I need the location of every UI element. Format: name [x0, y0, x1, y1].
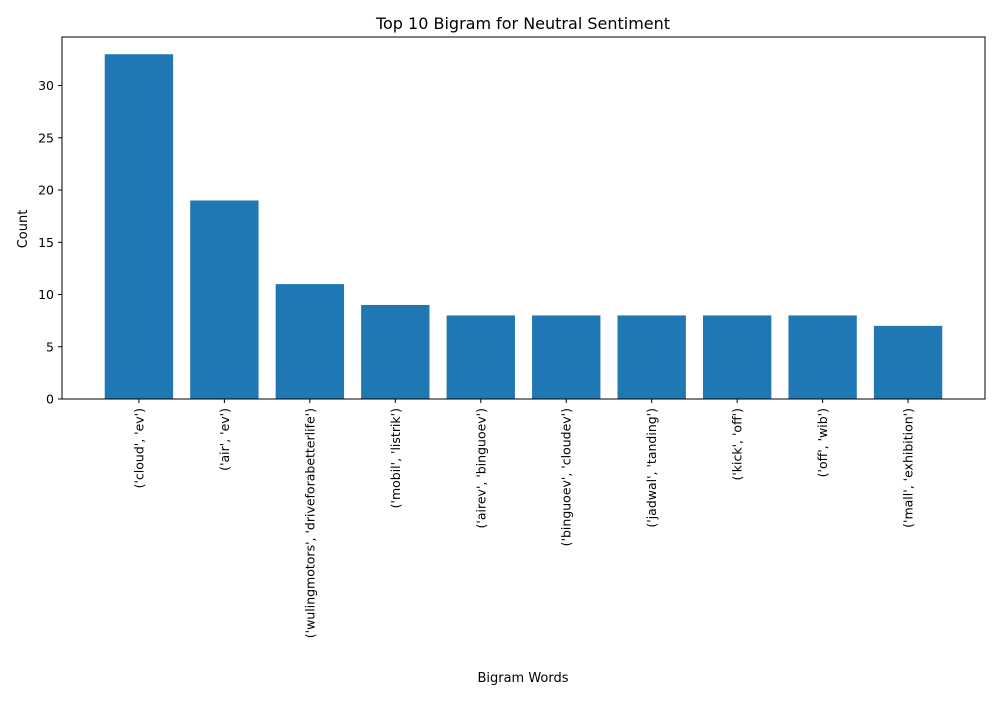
- y-tick-label: 20: [38, 183, 54, 198]
- y-tick-label: 10: [38, 287, 54, 302]
- y-axis-label: Count: [16, 210, 31, 249]
- x-tick-label: ('mobil', 'listrik'): [388, 408, 403, 508]
- x-axis: ('cloud', 'ev') ('air', 'ev') ('wulingmoto…: [131, 399, 916, 638]
- bar-9: [788, 315, 857, 399]
- x-tick-label: ('air', 'ev'): [217, 408, 232, 471]
- bar-5: [446, 315, 515, 399]
- chart-title: Top 10 Bigram for Neutral Sentiment: [375, 14, 670, 33]
- bar-4: [361, 304, 430, 399]
- plot-frame: [61, 36, 986, 400]
- x-axis-label: Bigram Words: [477, 671, 568, 686]
- x-tick-label: ('off', 'wib'): [815, 408, 830, 477]
- y-tick-label: 15: [38, 235, 54, 250]
- plot-area: [61, 36, 986, 400]
- bar-2: [190, 200, 259, 399]
- x-tick-label: ('jadwal', 'tanding'): [644, 408, 659, 528]
- y-axis: 0 5 10 15 20 25 30: [38, 78, 62, 407]
- x-tick-label: ('mall', 'exhibition'): [901, 408, 916, 528]
- x-tick-label: ('airev', 'binguoev'): [473, 408, 488, 528]
- x-tick-label: ('binguoev', 'cloudev'): [559, 408, 574, 546]
- bar-8: [702, 315, 772, 399]
- bar-3: [275, 284, 345, 399]
- y-tick-label: 30: [38, 78, 54, 93]
- bar-10: [873, 325, 943, 399]
- x-tick-label: ('cloud', 'ev'): [131, 408, 146, 488]
- bar-1: [104, 54, 174, 399]
- bar-7: [617, 315, 686, 399]
- x-tick-label: ('wulingmotors', 'driveforabetterlife'): [302, 408, 317, 638]
- bar-6: [532, 315, 601, 399]
- y-tick-label: 25: [38, 130, 54, 145]
- y-tick-label: 0: [46, 392, 54, 407]
- x-tick-label: ('kick', 'off'): [730, 408, 745, 481]
- y-tick-label: 5: [46, 339, 54, 354]
